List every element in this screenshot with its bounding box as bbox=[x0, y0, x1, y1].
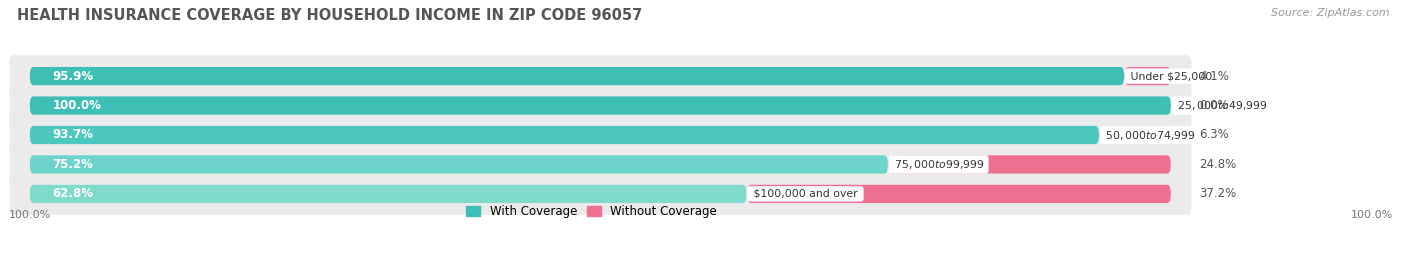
Text: Source: ZipAtlas.com: Source: ZipAtlas.com bbox=[1271, 8, 1389, 18]
Text: 0.0%: 0.0% bbox=[1199, 99, 1229, 112]
FancyBboxPatch shape bbox=[30, 155, 887, 174]
Text: 100.0%: 100.0% bbox=[52, 99, 101, 112]
FancyBboxPatch shape bbox=[889, 155, 1171, 174]
Legend: With Coverage, Without Coverage: With Coverage, Without Coverage bbox=[467, 205, 717, 218]
Text: 100.0%: 100.0% bbox=[1351, 210, 1393, 220]
FancyBboxPatch shape bbox=[30, 126, 1099, 144]
Text: Under $25,000: Under $25,000 bbox=[1128, 71, 1216, 81]
FancyBboxPatch shape bbox=[10, 114, 1191, 156]
FancyBboxPatch shape bbox=[1099, 126, 1171, 144]
FancyBboxPatch shape bbox=[30, 96, 1171, 115]
FancyBboxPatch shape bbox=[10, 55, 1191, 97]
Text: 95.9%: 95.9% bbox=[52, 70, 94, 83]
FancyBboxPatch shape bbox=[30, 67, 1123, 85]
FancyBboxPatch shape bbox=[747, 185, 1171, 203]
Text: $100,000 and over: $100,000 and over bbox=[749, 189, 860, 199]
Text: $25,000 to $49,999: $25,000 to $49,999 bbox=[1174, 99, 1268, 112]
Text: 37.2%: 37.2% bbox=[1199, 187, 1236, 200]
Text: 100.0%: 100.0% bbox=[10, 210, 52, 220]
Text: $75,000 to $99,999: $75,000 to $99,999 bbox=[891, 158, 986, 171]
Text: HEALTH INSURANCE COVERAGE BY HOUSEHOLD INCOME IN ZIP CODE 96057: HEALTH INSURANCE COVERAGE BY HOUSEHOLD I… bbox=[17, 8, 643, 23]
Text: 24.8%: 24.8% bbox=[1199, 158, 1236, 171]
FancyBboxPatch shape bbox=[10, 85, 1191, 126]
Text: 62.8%: 62.8% bbox=[52, 187, 94, 200]
Text: 4.1%: 4.1% bbox=[1199, 70, 1229, 83]
Text: 93.7%: 93.7% bbox=[52, 129, 94, 141]
Text: 75.2%: 75.2% bbox=[52, 158, 94, 171]
Text: $50,000 to $74,999: $50,000 to $74,999 bbox=[1102, 129, 1197, 141]
Text: 6.3%: 6.3% bbox=[1199, 129, 1229, 141]
FancyBboxPatch shape bbox=[1125, 67, 1171, 85]
FancyBboxPatch shape bbox=[10, 144, 1191, 185]
FancyBboxPatch shape bbox=[10, 173, 1191, 215]
FancyBboxPatch shape bbox=[30, 185, 747, 203]
